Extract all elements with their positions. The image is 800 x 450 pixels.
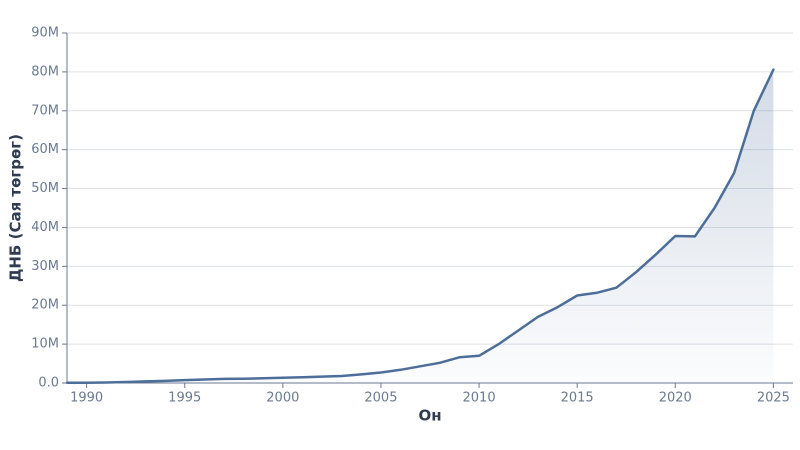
y-axis-title: ДНБ (Сая төгрөг) [7, 134, 25, 282]
x-tick-label: 2020 [659, 391, 692, 406]
x-tick-label: 2025 [757, 391, 790, 406]
x-tick-label: 2010 [463, 391, 496, 406]
y-tick-label: 90M [31, 26, 59, 41]
y-tick-label: 70M [31, 103, 59, 118]
area [67, 69, 774, 383]
x-axis-title: Он [418, 407, 441, 425]
x-tick-label: 1990 [70, 391, 103, 406]
x-tick-label: 2015 [561, 391, 594, 406]
y-tick-label: 80M [31, 64, 59, 79]
x-tick-label: 2005 [364, 391, 397, 406]
y-tick-label: 50M [31, 181, 59, 196]
x-tick-label: 1995 [168, 391, 201, 406]
y-tick-label: 40M [31, 220, 59, 235]
y-tick-label: 10M [31, 337, 59, 352]
y-tick-label: 0.0 [38, 376, 59, 391]
line [65, 68, 775, 385]
y-tick-label: 30M [31, 259, 59, 274]
y-tick-label: 60M [31, 142, 59, 157]
x-tick-label: 2000 [266, 391, 299, 406]
y-tick-label: 20M [31, 298, 59, 313]
